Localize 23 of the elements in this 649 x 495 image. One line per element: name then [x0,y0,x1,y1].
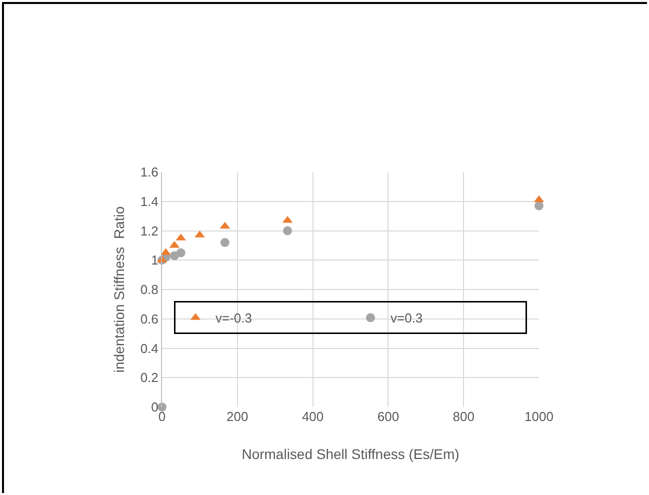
point [160,248,171,256]
point [176,248,186,258]
point [534,201,544,210]
x-tick-label: 800 [452,409,474,424]
legend-label: v=-0.3 [216,310,252,326]
x-tick-label: 200 [226,409,248,424]
y-axis-title: indentation Stiffness Ratio [111,206,127,373]
y-tick-label: 1.4 [140,194,158,209]
y-tick-label: 0.4 [140,340,158,356]
point [158,402,166,412]
x-tick-label: 600 [377,409,400,424]
x-tick-label: 1000 [524,409,554,424]
point [283,226,292,236]
y-tick-label: 1.2 [140,223,158,238]
point [220,238,230,247]
x-axis-title: Normalised Shell Stiffness (Es/Em) [242,446,460,462]
y-tick-label: 1.6 [140,164,158,180]
legend-label: v=0.3 [390,310,423,326]
x-tick-label: 400 [302,409,324,424]
y-tick-label: 1 [151,252,158,268]
y-tick-label: 0.2 [140,370,158,386]
y-tick-label: 0.6 [140,311,158,326]
y-tick-label: 0.8 [140,282,158,298]
